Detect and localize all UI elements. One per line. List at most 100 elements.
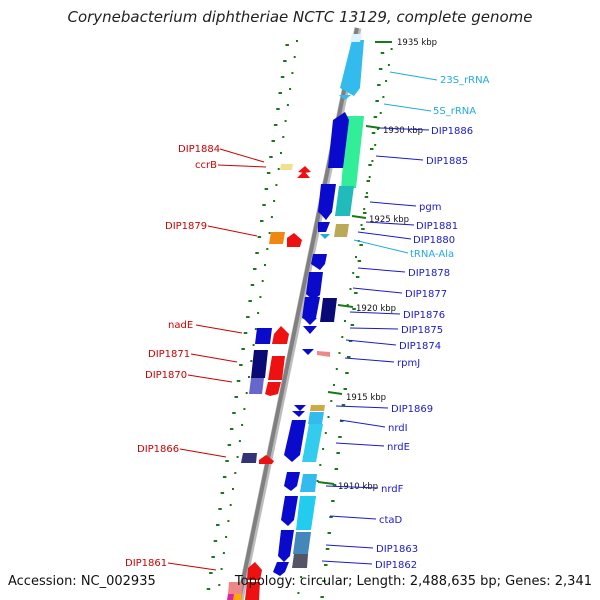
feature-nade-b[interactable] — [272, 326, 289, 344]
gene-label-rpmj[interactable]: rpmJ — [397, 358, 420, 369]
guide-dot — [280, 152, 282, 154]
guide-dot — [350, 324, 355, 326]
feature-dip1870[interactable] — [249, 378, 264, 394]
gene-label-ccrb[interactable]: ccrB — [195, 160, 217, 171]
feature-dip1861b[interactable] — [245, 582, 260, 600]
guide-dot — [382, 96, 385, 98]
feature-nrdi[interactable] — [308, 412, 324, 424]
feature-5s-rrna[interactable] — [339, 95, 351, 100]
guide-dot — [280, 76, 285, 78]
feature-dip1880[interactable] — [334, 224, 349, 237]
feature-trna-ala[interactable] — [320, 234, 330, 239]
feature-nrdf[interactable] — [284, 472, 300, 491]
gene-label-5s-rrna[interactable]: 5S_rRNA — [433, 106, 476, 117]
feature-dip1874b[interactable] — [303, 326, 317, 334]
feature-dip1861e[interactable] — [233, 594, 242, 600]
gene-label-dip1863[interactable]: DIP1863 — [376, 544, 418, 555]
guide-dot — [266, 248, 269, 250]
feature-dip1880b[interactable] — [318, 222, 330, 232]
feature-dip1874[interactable] — [303, 318, 317, 325]
accession-text: Accession: NC_002935 — [8, 574, 156, 589]
guide-dot — [338, 436, 342, 438]
guide-dot — [283, 60, 287, 62]
gene-label-dip1869[interactable]: DIP1869 — [391, 404, 433, 415]
feature-dip1861c[interactable] — [228, 582, 243, 594]
feature-dip1881[interactable] — [335, 186, 354, 216]
guide-dot — [273, 200, 276, 202]
gene-label-trna-ala[interactable]: tRNA-Ala — [410, 249, 454, 260]
feature-nrde-b[interactable] — [284, 420, 306, 462]
feature-dip1885[interactable] — [328, 112, 349, 168]
gene-label-nrde[interactable]: nrdE — [387, 442, 410, 453]
guide-dot — [257, 236, 262, 238]
feature-dip1862c[interactable] — [273, 562, 289, 576]
feature-dip1879[interactable] — [269, 232, 285, 244]
gene-label-dip1871[interactable]: DIP1871 — [148, 349, 190, 360]
feature-dip1863[interactable] — [293, 532, 311, 554]
gene-label-dip1862[interactable]: DIP1862 — [375, 560, 417, 571]
feature-dip1879b[interactable] — [287, 233, 302, 247]
gene-label-23s-rrna[interactable]: 23S_rRNA — [440, 75, 490, 86]
gene-label-dip1876[interactable]: DIP1876 — [403, 310, 445, 321]
feature-dip1866b[interactable] — [259, 455, 274, 464]
gene-label-dip1879[interactable]: DIP1879 — [165, 221, 207, 232]
feature-dip1870b[interactable] — [268, 356, 285, 380]
guide-dot — [259, 296, 262, 298]
guide-dot — [225, 536, 228, 538]
kbp-mark: 1920 kbp — [356, 304, 396, 314]
gene-label-nrdi[interactable]: nrdI — [388, 423, 408, 434]
feature-dip1871[interactable] — [251, 350, 268, 378]
gene-label-dip1870[interactable]: DIP1870 — [145, 370, 187, 381]
map-title: Corynebacterium diphtheriae NCTC 13129, … — [67, 8, 533, 26]
guide-dot — [250, 360, 253, 362]
gene-label-dip1880[interactable]: DIP1880 — [413, 235, 455, 246]
feature-dip1866[interactable] — [241, 453, 257, 463]
gene-label-dip1886[interactable]: DIP1886 — [431, 126, 473, 137]
feature-small-arrow-1[interactable] — [319, 212, 332, 220]
guide-dot — [254, 328, 257, 330]
feature-rpmj-a[interactable] — [302, 349, 314, 355]
feature-ctad[interactable] — [296, 496, 316, 530]
feature-dip1876[interactable] — [320, 298, 337, 322]
feature-pgm[interactable] — [318, 184, 336, 218]
gene-label-ctad[interactable]: ctaD — [379, 515, 403, 526]
guide-dot — [276, 108, 280, 110]
feature-dip1862b[interactable] — [278, 530, 294, 562]
gene-label-pgm[interactable]: pgm — [419, 202, 441, 213]
guide-dot — [352, 308, 356, 310]
feature-dip1869[interactable] — [310, 405, 325, 411]
feature-rpmj[interactable] — [317, 351, 330, 357]
feature-nade[interactable] — [255, 328, 272, 344]
feature-dip1870c[interactable] — [265, 382, 281, 396]
guide-dot — [346, 304, 349, 306]
gene-label-dip1877[interactable]: DIP1877 — [405, 289, 447, 300]
gene-label-dip1878[interactable]: DIP1878 — [408, 268, 450, 279]
guide-dot — [361, 228, 365, 230]
gene-label-dip1861[interactable]: DIP1861 — [125, 558, 167, 569]
feature-nrdf-b[interactable] — [300, 474, 317, 492]
feature-nrde[interactable] — [302, 424, 323, 462]
feature-dip1875[interactable] — [302, 297, 320, 322]
gene-label-dip1875[interactable]: DIP1875 — [401, 325, 443, 336]
feature-dip1878[interactable] — [311, 254, 327, 270]
guide-dot — [341, 336, 344, 338]
gene-label-dip1881[interactable]: DIP1881 — [416, 221, 458, 232]
feature-dip1877[interactable] — [306, 272, 323, 300]
feature-dip1861[interactable] — [247, 562, 262, 580]
gene-label-dip1884[interactable]: DIP1884 — [178, 144, 220, 155]
gene-label-dip1866[interactable]: DIP1866 — [137, 444, 179, 455]
gene-label-dip1874[interactable]: DIP1874 — [399, 341, 441, 352]
gene-label-nrdf[interactable]: nrdF — [381, 484, 404, 495]
feature-dip1869c[interactable] — [292, 411, 305, 417]
gene-label-dip1885[interactable]: DIP1885 — [426, 156, 468, 167]
gene-label-nade[interactable]: nadE — [168, 320, 193, 331]
feature-dip1884[interactable] — [280, 164, 293, 170]
feature-dip1862[interactable] — [292, 554, 308, 568]
feature-ccrb[interactable] — [298, 166, 311, 173]
guide-dot — [348, 340, 353, 342]
feature-ccrb-2[interactable] — [297, 171, 310, 178]
feature-23s-rrna[interactable] — [340, 34, 364, 96]
guide-dot — [238, 440, 241, 442]
feature-dip1869b[interactable] — [294, 405, 306, 411]
feature-ctad-b[interactable] — [281, 496, 298, 526]
